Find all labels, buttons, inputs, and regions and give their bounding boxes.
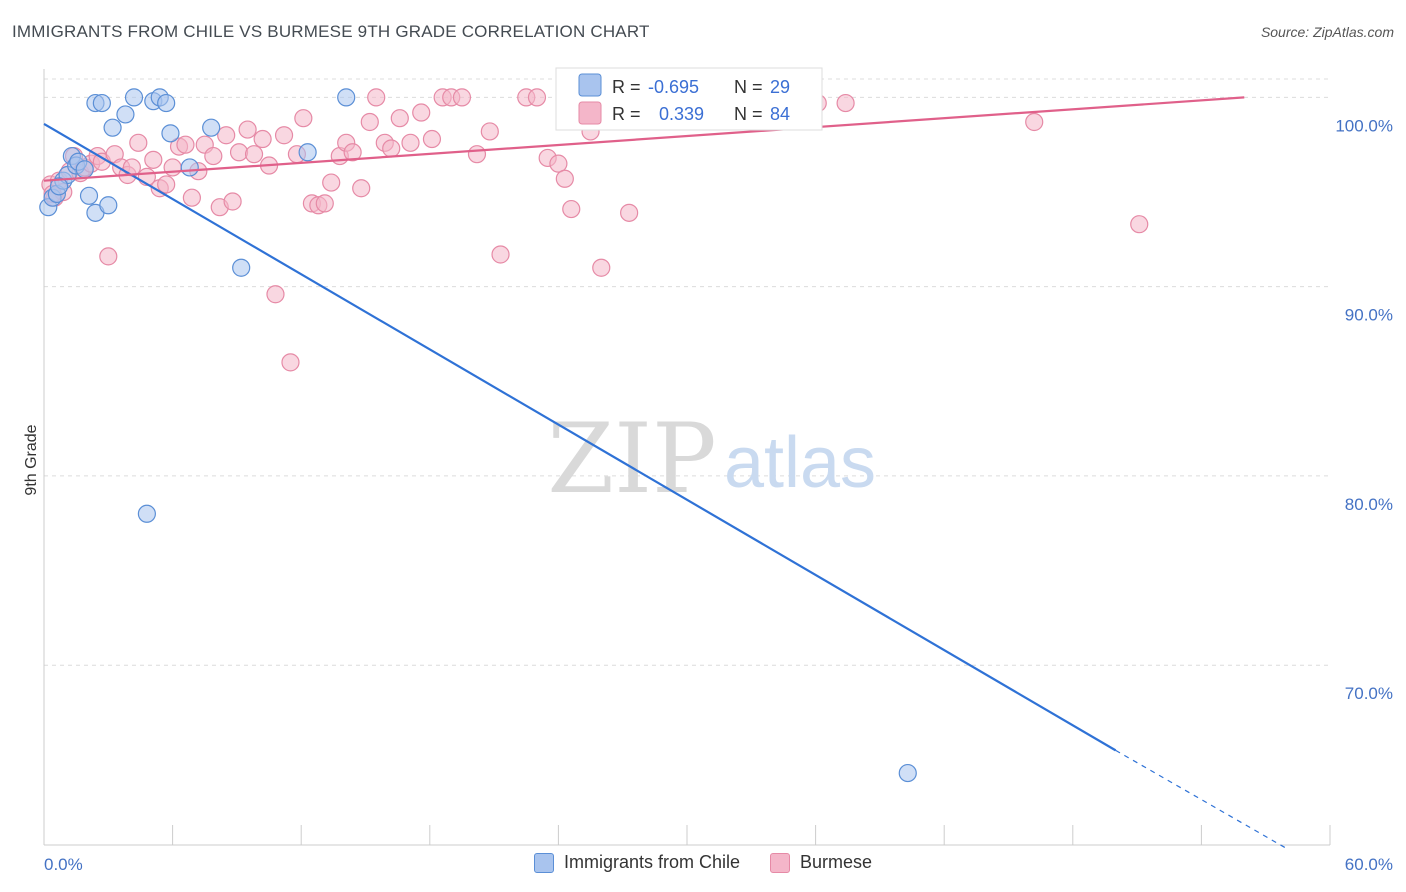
watermark-atlas: atlas xyxy=(724,423,876,503)
burmese-point xyxy=(480,122,499,141)
chile-point xyxy=(92,93,111,113)
burmese-point xyxy=(412,103,431,122)
chile-point xyxy=(103,118,122,137)
legend-swatch-burmese xyxy=(578,101,602,125)
burmese-point xyxy=(144,150,163,169)
burmese-point xyxy=(204,146,223,166)
legend-swatch-burmese-bottom xyxy=(770,852,790,873)
burmese-point xyxy=(176,135,195,154)
chile-point xyxy=(75,160,94,179)
chile-point xyxy=(898,763,917,783)
burmese-point xyxy=(223,192,242,211)
chile-point xyxy=(157,93,176,113)
chile-point xyxy=(124,88,144,107)
legend-item-burmese: Burmese xyxy=(770,852,872,873)
burmese-point xyxy=(562,199,581,219)
burmese-point xyxy=(182,188,201,207)
chile-point xyxy=(202,118,221,137)
burmese-point xyxy=(491,245,510,264)
burmese-point xyxy=(422,129,442,149)
chile-point xyxy=(337,88,356,107)
y-axis-label: 9th Grade xyxy=(23,424,40,495)
legend-r-value-chile: -0.695 xyxy=(648,77,699,97)
burmese-point xyxy=(555,169,574,188)
legend-n-value-burmese: 84 xyxy=(770,104,790,124)
burmese-point xyxy=(294,109,313,128)
burmese-point xyxy=(360,112,379,132)
axes-layer: 100.0% 90.0% 80.0% 70.0% 0.0% 60.0% xyxy=(43,69,1393,874)
chart-title: IMMIGRANTS FROM CHILE VS BURMESE 9TH GRA… xyxy=(12,22,650,41)
legend-n-label-2: N = xyxy=(734,104,763,124)
burmese-point xyxy=(592,258,611,277)
chile-trend-extension xyxy=(1115,749,1288,850)
y-tick-label: 90.0% xyxy=(1345,306,1393,325)
chile-trend-line xyxy=(43,122,1117,752)
y-tick-label: 70.0% xyxy=(1345,684,1393,703)
chile-point xyxy=(79,186,99,205)
trend-layer xyxy=(43,96,1288,850)
top-legend: R = -0.695 N = 29 R = 0.339 N = 84 xyxy=(555,67,823,131)
burmese-point xyxy=(452,88,472,107)
chile-point xyxy=(180,158,199,177)
burmese-point xyxy=(1025,112,1044,132)
legend-n-value-chile: 29 xyxy=(770,77,790,97)
burmese-point xyxy=(217,126,236,145)
legend-swatch-chile xyxy=(578,73,602,97)
watermark: ZIP atlas xyxy=(547,403,876,515)
burmese-point xyxy=(99,247,118,266)
chile-point xyxy=(232,258,251,277)
legend-swatch-chile-bottom xyxy=(533,852,554,873)
burmese-point xyxy=(390,109,409,128)
burmese-point xyxy=(527,88,547,107)
burmese-point xyxy=(238,120,257,139)
burmese-point xyxy=(1130,215,1149,234)
chile-point xyxy=(49,177,69,196)
legend-r-label-2: R = xyxy=(612,104,641,124)
burmese-point xyxy=(253,129,272,149)
burmese-point xyxy=(467,145,487,164)
y-tick-label: 100.0% xyxy=(1335,116,1393,135)
x-tick-label: 60.0% xyxy=(1345,855,1393,874)
chile-point xyxy=(137,504,156,523)
legend-item-chile: Immigrants from Chile xyxy=(533,852,740,873)
chile-point xyxy=(116,105,135,124)
legend-label-chile: Immigrants from Chile xyxy=(563,852,740,872)
legend-label-burmese: Burmese xyxy=(800,852,873,872)
chile-point xyxy=(161,124,180,143)
burmese-point xyxy=(157,175,176,194)
burmese-point xyxy=(244,145,264,164)
burmese-point xyxy=(343,143,362,162)
bottom-legend: Immigrants from Chile Burmese xyxy=(0,852,1406,873)
burmese-point xyxy=(266,285,285,304)
chile-point xyxy=(298,143,317,162)
burmese-point xyxy=(367,88,386,107)
burmese-point xyxy=(281,353,300,372)
burmese-point xyxy=(352,179,371,198)
burmese-point xyxy=(274,126,294,145)
burmese-point xyxy=(836,93,855,113)
watermark-zip: ZIP xyxy=(547,403,716,515)
chile-point xyxy=(99,196,118,215)
y-tick-label: 80.0% xyxy=(1345,495,1393,514)
legend-n-label-1: N = xyxy=(734,77,763,97)
burmese-point xyxy=(382,139,401,158)
burmese-point xyxy=(229,143,249,162)
burmese-point xyxy=(549,154,568,173)
legend-r-value-burmese: 0.339 xyxy=(659,104,704,124)
chart-source: Source: ZipAtlas.com xyxy=(1260,24,1394,40)
burmese-point xyxy=(315,194,334,213)
burmese-point xyxy=(129,133,148,152)
x-tick-label: 0.0% xyxy=(44,855,83,874)
burmese-point xyxy=(620,203,639,222)
legend-r-label-1: R = xyxy=(612,77,641,97)
burmese-point xyxy=(401,133,420,152)
burmese-point xyxy=(163,158,182,177)
burmese-trend-line xyxy=(43,96,1245,182)
burmese-point xyxy=(322,173,341,192)
